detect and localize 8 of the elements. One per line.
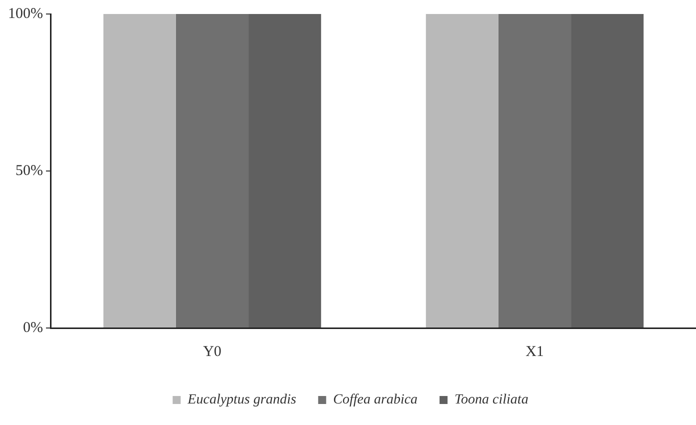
legend-label: Eucalyptus grandis: [186, 392, 297, 408]
x-tick-label: X1: [526, 344, 544, 360]
y-tick-label: 0%: [22, 320, 43, 336]
y-tick-label: 50%: [15, 162, 43, 179]
legend-label: Toona ciliata: [454, 392, 528, 408]
legend-label: Coffea arabica: [333, 392, 418, 408]
y-tick-label: 100%: [8, 6, 43, 22]
x-tick-label: Y0: [203, 344, 222, 360]
